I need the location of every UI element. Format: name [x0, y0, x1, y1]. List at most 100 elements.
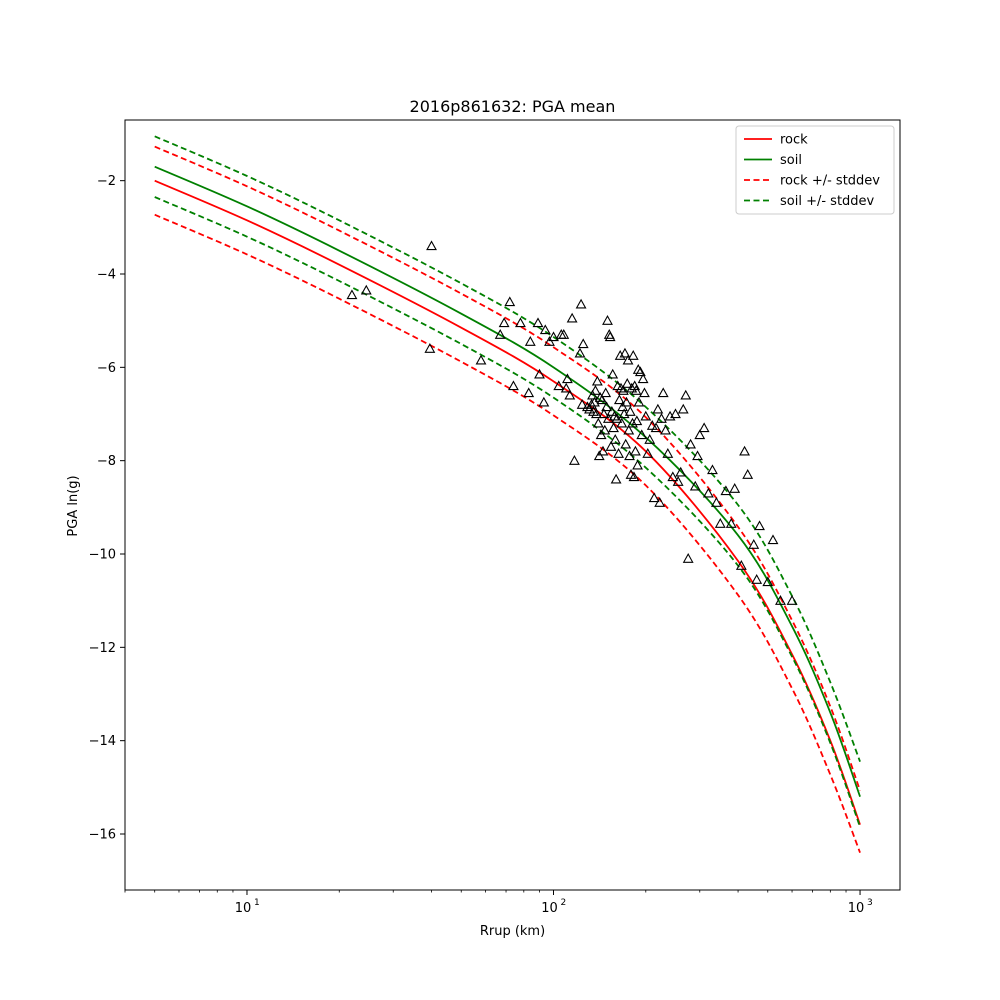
- observation-point-113: [682, 553, 694, 563]
- observation-point-42: [595, 429, 607, 440]
- legend-label-3: soil +/- stddev: [780, 194, 875, 209]
- y-tick-label-5: −12: [89, 641, 116, 656]
- chart-title: 2016p861632: PGA mean: [410, 97, 616, 116]
- y-tick-label-7: −16: [89, 828, 116, 843]
- observation-point-5: [494, 329, 506, 339]
- observation-point-49: [602, 315, 613, 325]
- y-tick-label-1: −4: [97, 268, 116, 283]
- series-line-0: [154, 179, 861, 825]
- observation-point-66: [616, 417, 628, 428]
- observation-point-13: [534, 368, 545, 379]
- observation-point-27: [575, 298, 587, 309]
- observation-point-31: [584, 403, 595, 414]
- observation-point-36: [589, 385, 601, 395]
- observation-point-43: [596, 394, 608, 405]
- observation-point-14: [538, 396, 550, 407]
- y-tick-label-6: −14: [89, 734, 116, 749]
- observation-point-117: [694, 429, 706, 440]
- observation-point-84: [629, 445, 641, 456]
- observation-point-100: [652, 403, 664, 414]
- observation-point-74: [622, 354, 634, 365]
- observation-point-56: [608, 422, 619, 433]
- observation-point-10: [523, 387, 535, 398]
- observation-point-11: [524, 336, 536, 346]
- observation-point-64: [614, 350, 626, 360]
- observation-point-114: [685, 438, 697, 449]
- observation-point-26: [574, 347, 586, 358]
- y-tick-label-4: −10: [89, 548, 116, 563]
- observation-point-131: [754, 520, 765, 531]
- observation-point-119: [702, 487, 714, 498]
- observation-point-85: [630, 385, 642, 395]
- x-tick-exponent-1: 2: [561, 898, 567, 908]
- observation-point-126: [735, 560, 747, 570]
- observation-point-80: [627, 417, 638, 428]
- observation-point-102: [656, 413, 667, 423]
- observation-point-22: [561, 373, 573, 384]
- observation-point-32: [586, 399, 597, 409]
- observation-point-33: [587, 389, 598, 400]
- observation-point-12: [532, 317, 544, 328]
- observation-point-116: [692, 450, 703, 461]
- observation-point-4: [475, 354, 487, 365]
- observation-point-82: [628, 471, 640, 482]
- observation-point-125: [729, 483, 741, 493]
- observation-point-86: [631, 415, 643, 426]
- series-line-5: [154, 196, 861, 828]
- observation-point-79: [626, 382, 638, 393]
- observation-point-63: [613, 394, 625, 405]
- observation-point-81: [627, 350, 639, 360]
- series-line-4: [154, 135, 861, 762]
- observation-point-16: [544, 336, 555, 346]
- observation-point-7: [504, 296, 516, 307]
- observation-point-134: [775, 595, 786, 605]
- observation-point-58: [609, 434, 621, 444]
- observation-point-129: [748, 539, 760, 549]
- observation-point-71: [620, 438, 632, 449]
- y-tick-label-0: −2: [97, 174, 116, 189]
- observation-point-47: [600, 387, 612, 398]
- observation-point-9: [515, 317, 526, 328]
- observation-point-130: [751, 574, 763, 584]
- observation-point-21: [560, 382, 572, 393]
- observation-point-55: [607, 368, 619, 379]
- observation-point-67: [617, 401, 629, 412]
- legend-box: [735, 125, 895, 215]
- y-tick-label-3: −8: [97, 454, 116, 469]
- observation-point-99: [650, 422, 662, 433]
- observation-point-105: [662, 448, 674, 458]
- observation-point-23: [564, 389, 576, 400]
- observation-point-48: [601, 401, 613, 412]
- observation-point-87: [632, 459, 643, 470]
- observation-point-88: [632, 364, 644, 374]
- observation-point-101: [654, 497, 666, 507]
- observation-point-39: [592, 417, 604, 428]
- observation-point-133: [767, 534, 779, 545]
- observation-point-45: [598, 408, 610, 419]
- observation-point-118: [698, 422, 710, 433]
- observation-point-115: [689, 480, 701, 491]
- x-tick-label-0: 10: [235, 901, 252, 916]
- observation-point-40: [593, 450, 605, 461]
- observation-point-124: [725, 518, 737, 528]
- observation-point-35: [589, 396, 600, 407]
- observation-point-109: [672, 476, 684, 486]
- x-tick-label-1: 10: [541, 901, 558, 916]
- observation-point-111: [677, 403, 689, 414]
- observation-point-120: [707, 464, 718, 475]
- x-tick-label-2: 10: [848, 901, 865, 916]
- y-tick-label-2: −6: [97, 361, 116, 376]
- observation-point-53: [605, 441, 617, 451]
- observation-point-73: [621, 378, 633, 388]
- axes-frame: [124, 119, 901, 891]
- observation-point-28: [576, 399, 588, 409]
- observation-point-3: [424, 343, 436, 353]
- x-tick-exponent-2: 3: [867, 898, 873, 908]
- observation-point-94: [640, 410, 652, 421]
- observation-point-6: [498, 317, 510, 328]
- observation-point-52: [604, 331, 616, 342]
- observation-point-57: [608, 410, 620, 421]
- y-axis-label: PGA ln(g): [66, 475, 81, 536]
